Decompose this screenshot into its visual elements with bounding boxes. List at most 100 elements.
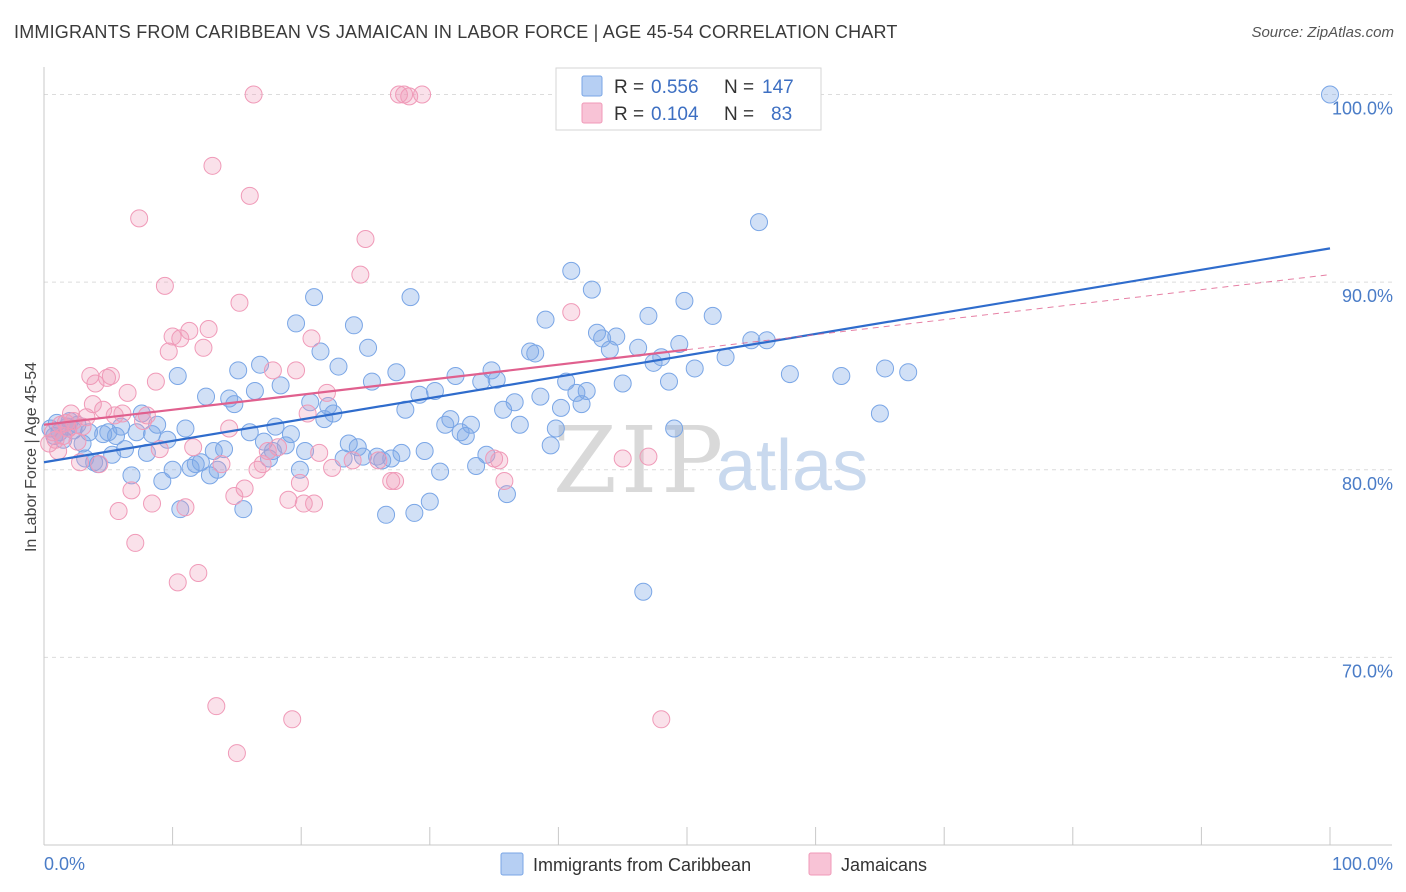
caribbean-point-90 (461, 415, 480, 434)
caribbean-point-119 (634, 582, 653, 601)
jamaican-point-49 (227, 744, 246, 763)
legend-swatch-jamaican (581, 102, 603, 124)
legend-swatch-caribbean (581, 75, 603, 97)
jamaican-point-79 (413, 85, 432, 104)
jamaican-point-60 (283, 710, 302, 729)
jamaican-point-20 (101, 366, 120, 385)
jamaican-point-82 (495, 472, 514, 491)
caribbean-point-98 (505, 393, 524, 412)
caribbean-point-79 (405, 503, 424, 522)
jamaican-point-53 (244, 85, 263, 104)
caribbean-point-47 (254, 432, 273, 451)
caribbean-point-106 (551, 398, 570, 417)
caribbean-point-68 (353, 447, 372, 466)
jamaican-point-50 (230, 293, 249, 312)
jamaican-point-51 (235, 479, 254, 498)
jamaican-trend-line (43, 348, 688, 426)
caribbean-point-26 (153, 472, 172, 491)
caribbean-point-28 (163, 460, 182, 479)
jamaican-point-69 (323, 458, 342, 477)
caribbean-point-133 (780, 365, 799, 384)
jamaican-point-36 (168, 573, 187, 592)
jamaican-point-81 (490, 451, 509, 470)
caribbean-point-84 (431, 462, 450, 481)
caribbean-point-69 (359, 338, 378, 357)
caribbean-point-66 (344, 316, 363, 335)
bottom-legend-swatch-caribbean (500, 852, 524, 876)
jamaican-point-27 (130, 209, 149, 228)
caribbean-point-31 (176, 419, 195, 438)
jamaican-point-57 (263, 361, 282, 380)
jamaican-point-34 (159, 342, 178, 361)
jamaican-point-29 (137, 406, 156, 425)
x-tick-labels: 0.0% 100.0% (44, 854, 1393, 874)
caribbean-point-54 (287, 314, 306, 333)
caribbean-point-127 (685, 359, 704, 378)
caribbean-point-128 (703, 306, 722, 325)
caribbean-point-86 (441, 410, 460, 429)
jamaican-point-46 (212, 455, 231, 474)
jamaican-point-32 (150, 440, 169, 459)
jamaican-point-59 (279, 490, 298, 509)
caribbean-point-89 (456, 426, 475, 445)
trend-lines (43, 247, 1331, 464)
jamaican-point-66 (305, 494, 324, 513)
caribbean-point-76 (392, 443, 411, 462)
caribbean-trend-line (43, 247, 1331, 464)
jamaican-point-63 (294, 494, 313, 513)
bottom-legend-label-jamaican: Jamaicans (841, 855, 927, 875)
jamaican-point-70 (343, 451, 362, 470)
jamaican-point-37 (171, 329, 190, 348)
caribbean-point-111 (577, 381, 596, 400)
jamaican-point-47 (220, 419, 239, 438)
series-legend: Immigrants from Caribbean Jamaicans (500, 852, 927, 876)
caribbean-point-52 (276, 436, 295, 455)
caribbean-point-50 (266, 417, 285, 436)
caribbean-point-103 (536, 310, 555, 329)
jamaican-point-33 (155, 276, 174, 295)
jamaican-point-38 (176, 498, 195, 517)
jamaican-point-86 (652, 710, 671, 729)
caribbean-point-125 (670, 335, 689, 354)
jamaican-point-65 (302, 329, 321, 348)
legend-r-value-jamaican: 0.104 (651, 104, 699, 125)
jamaican-point-30 (143, 494, 162, 513)
jamaican-point-71 (351, 265, 370, 284)
jamaican-point-35 (163, 327, 182, 346)
caribbean-point-29 (168, 366, 187, 385)
caribbean-point-75 (387, 363, 406, 382)
watermark-zip: ZIP (553, 407, 727, 514)
caribbean-point-72 (373, 451, 392, 470)
caribbean-point-129 (716, 348, 735, 367)
jamaican-point-58 (269, 438, 288, 457)
x-tick-label-1: 100.0% (1332, 854, 1393, 874)
legend-n-label-jamaican: N = (724, 104, 754, 125)
watermark: ZIP atlas (553, 407, 868, 514)
caribbean-point-82 (420, 492, 439, 511)
axes (43, 67, 1392, 846)
jamaican-point-31 (146, 372, 165, 391)
y-tick-label-0: 100.0% (1332, 99, 1393, 119)
legend-r-label-caribbean: R = (614, 77, 644, 98)
jamaican-point-3 (49, 442, 68, 460)
watermark-atlas: atlas (716, 426, 868, 506)
jamaican-point-17 (90, 455, 109, 474)
jamaican-point-48 (225, 487, 244, 506)
legend-r-label-jamaican: R = (614, 104, 644, 125)
caribbean-point-120 (639, 306, 658, 325)
caribbean-point-21 (127, 423, 146, 442)
caribbean-point-91 (467, 457, 486, 476)
caribbean-point-137 (899, 363, 918, 382)
caribbean-point-126 (675, 291, 694, 310)
jamaican-point-10 (68, 432, 87, 451)
caribbean-point-97 (497, 485, 516, 504)
jamaican-point-72 (356, 229, 375, 248)
y-tick-label-1: 90.0% (1342, 286, 1393, 306)
caribbean-point-104 (541, 436, 560, 455)
jamaican-point-54 (248, 460, 267, 479)
chart-source: Source: ZipAtlas.com (1251, 24, 1394, 41)
bottom-legend-label-caribbean: Immigrants from Caribbean (533, 855, 751, 875)
y-axis-label: In Labor Force | Age 45-54 (23, 362, 40, 552)
caribbean-point-85 (436, 415, 455, 434)
caribbean-point-17 (107, 426, 126, 445)
